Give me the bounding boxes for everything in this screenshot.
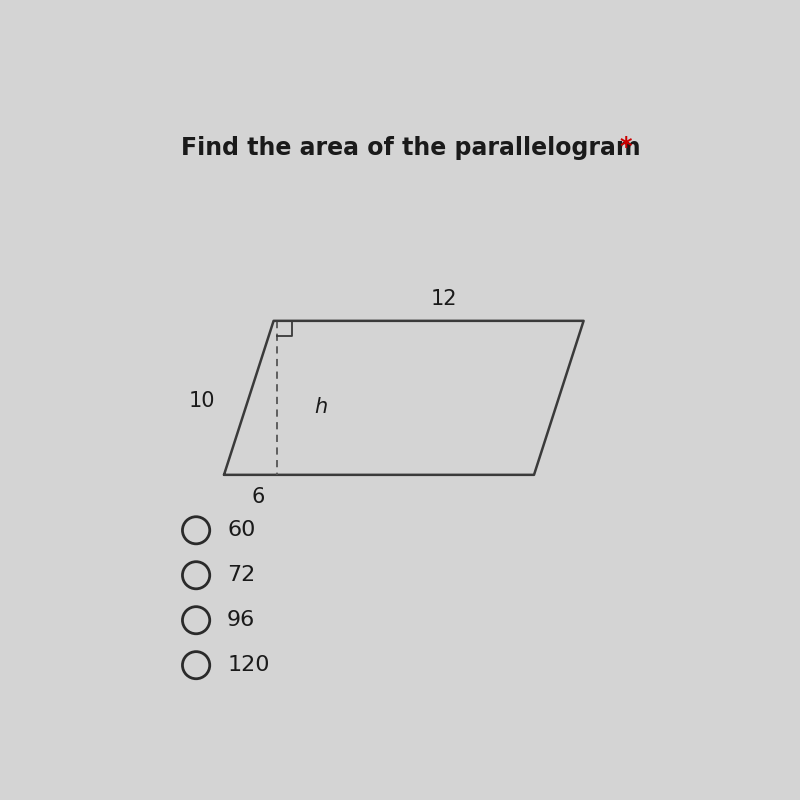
- Text: 120: 120: [227, 655, 270, 675]
- Text: *: *: [619, 134, 632, 158]
- Text: Find the area of the parallelogram: Find the area of the parallelogram: [181, 136, 640, 160]
- Text: 72: 72: [227, 566, 255, 586]
- Text: 6: 6: [251, 487, 265, 507]
- Text: 12: 12: [431, 289, 458, 309]
- Text: 60: 60: [227, 520, 255, 540]
- Text: 96: 96: [227, 610, 255, 630]
- Text: 10: 10: [189, 391, 215, 411]
- Text: h: h: [314, 397, 327, 417]
